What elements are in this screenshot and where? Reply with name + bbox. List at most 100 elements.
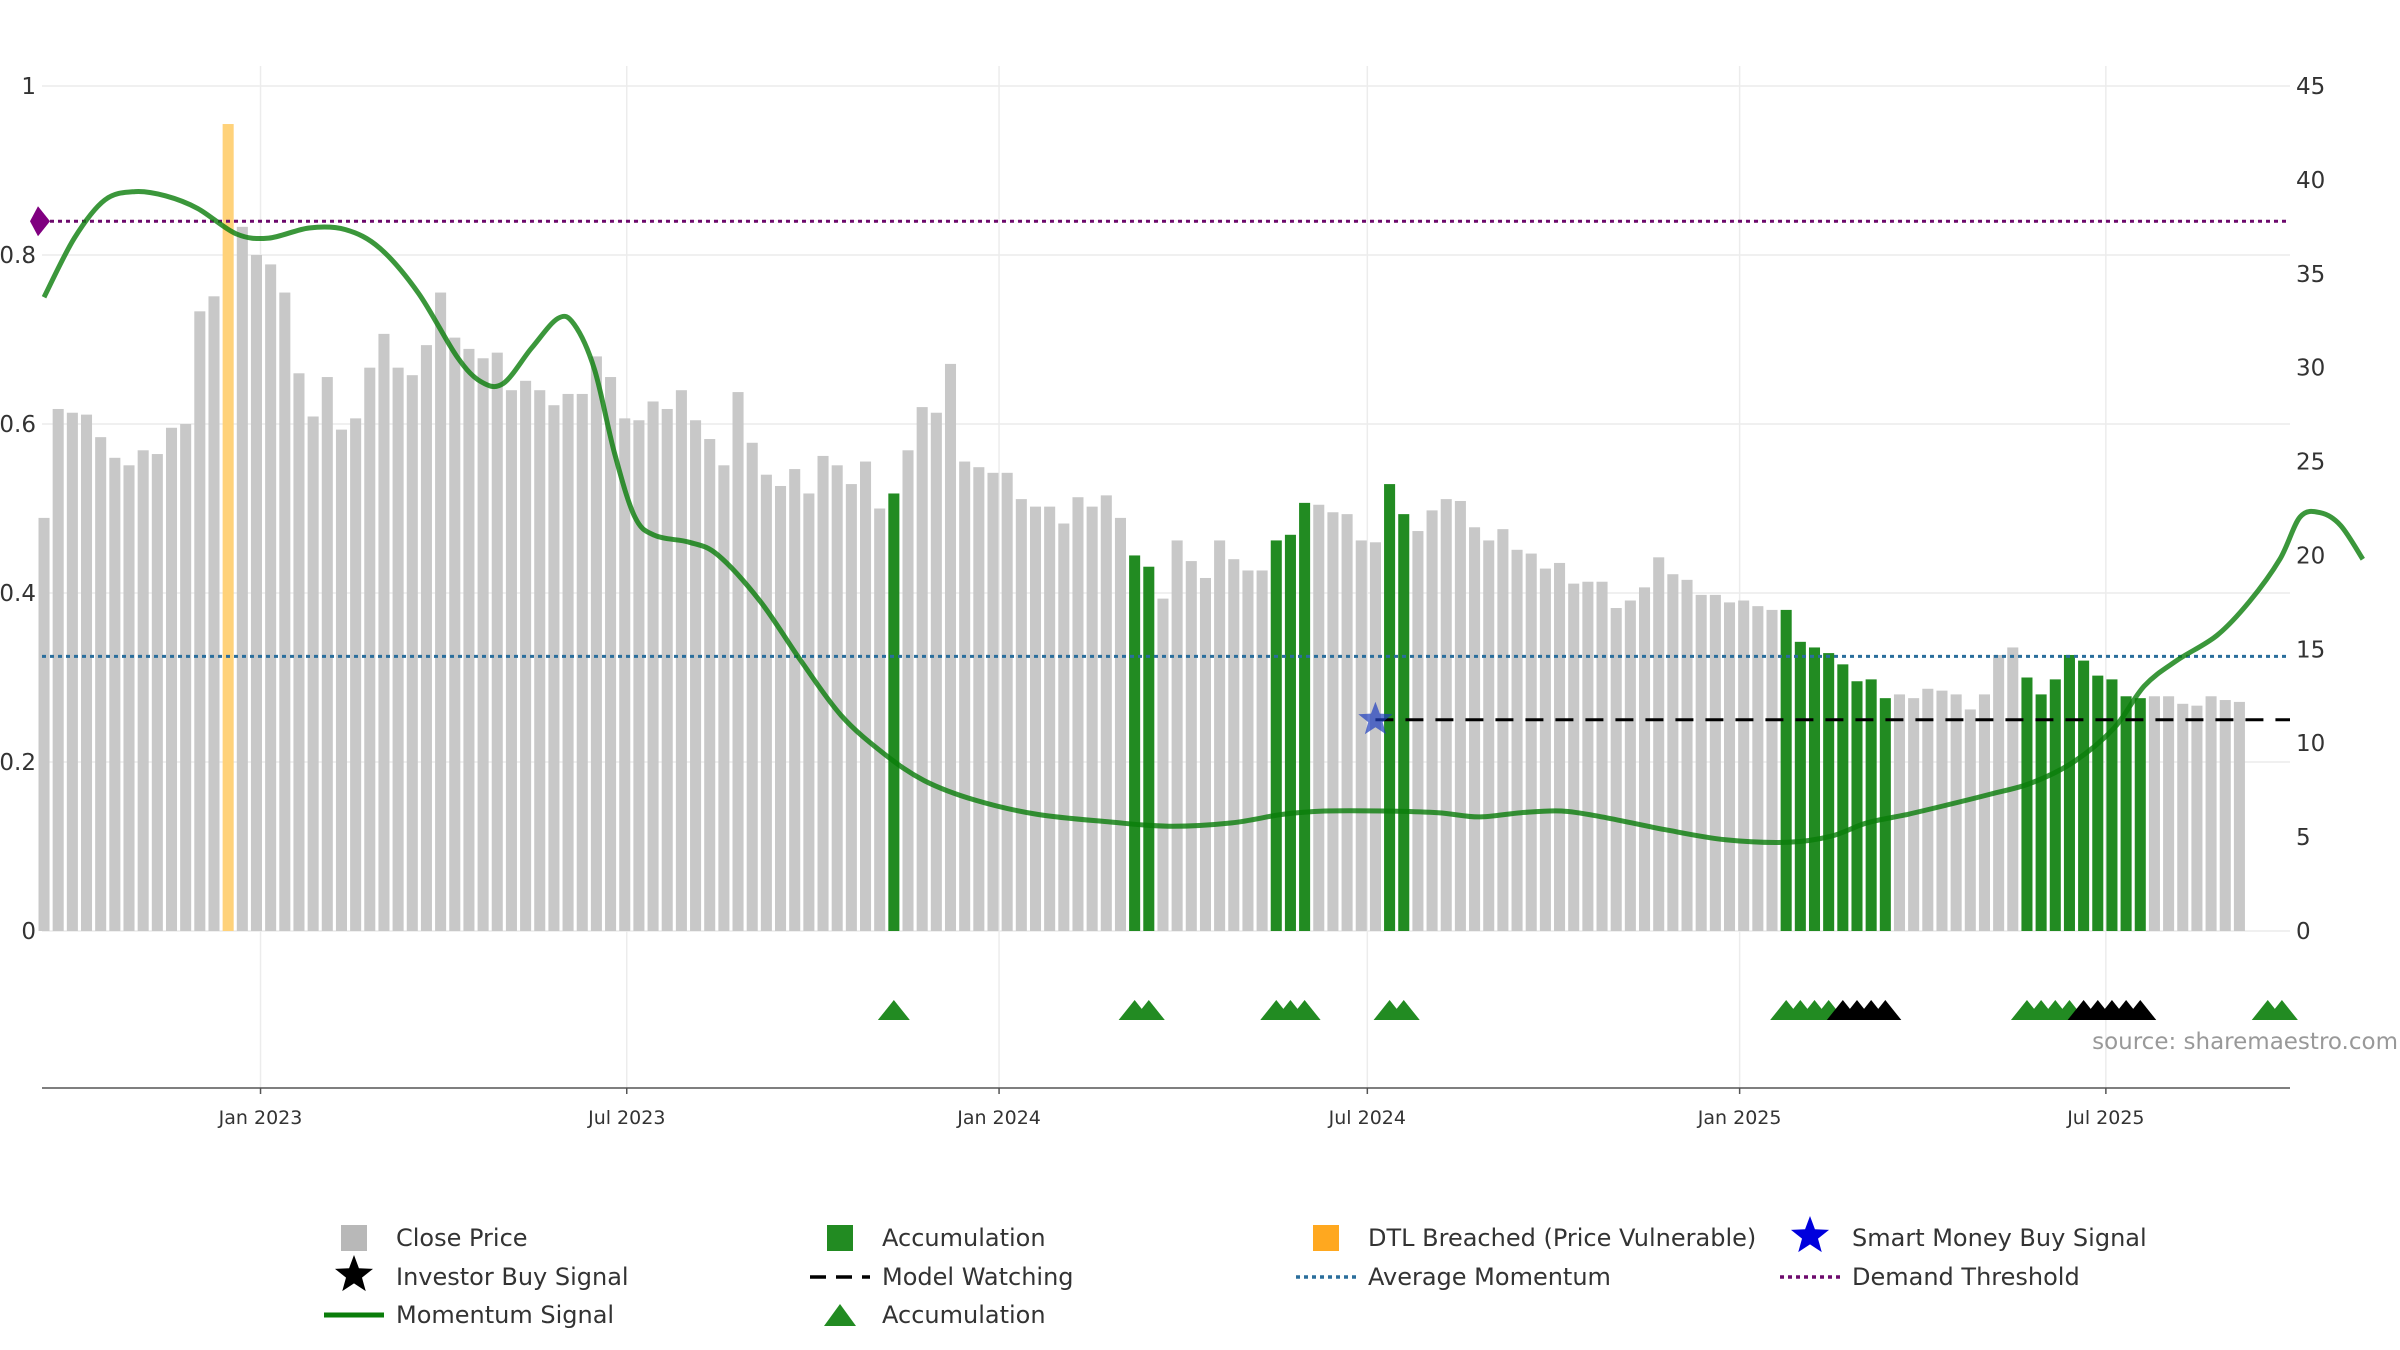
accumulation-bar (2049, 679, 2061, 931)
right-axis-label: 5 (2296, 825, 2311, 851)
x-axis-label: Jan 2024 (956, 1107, 1041, 1129)
close-price-bar (307, 416, 319, 931)
right-axis-label: 45 (2296, 74, 2325, 100)
investor-buy-marker (2124, 1000, 2157, 1020)
close-price-bar (760, 474, 772, 931)
x-axis-label: Jan 2025 (1697, 1107, 1782, 1129)
close-price-bar (1001, 472, 1013, 931)
close-price-bar (647, 401, 659, 931)
accumulation-bar (2134, 698, 2146, 931)
close-price-bar (279, 292, 291, 931)
close-price-bar (293, 373, 305, 931)
legend-label: Smart Money Buy Signal (1852, 1224, 2147, 1252)
left-axis-label: 1 (21, 74, 36, 100)
accumulation-bar (1837, 664, 1849, 931)
momentum-signal-line (41, 188, 2365, 845)
close-price-bar (1639, 587, 1651, 931)
accumulation-bar (2021, 677, 2033, 931)
accumulation-bar (1299, 502, 1311, 931)
close-price-bar (746, 442, 758, 931)
close-price-bar (534, 390, 546, 931)
accumulation-bar (2035, 694, 2047, 931)
right-axis-label: 10 (2296, 731, 2325, 757)
close-price-bar (1766, 609, 1778, 931)
close-price-bar (973, 467, 985, 931)
close-price-bar (619, 418, 631, 931)
close-price-bar (420, 345, 432, 932)
close-price-bar (1695, 594, 1707, 931)
close-price-bar (95, 437, 107, 931)
close-price-bar (491, 352, 503, 932)
close-price-bar (1667, 574, 1679, 931)
close-price-bar (1709, 594, 1721, 931)
close-price-bar (1964, 709, 1976, 931)
close-price-bar (916, 407, 928, 932)
close-price-bar (236, 226, 248, 932)
close-price-bar (605, 377, 617, 931)
close-price-bar (1511, 549, 1523, 931)
right-axis-label: 15 (2296, 637, 2325, 663)
accumulation-bar (2106, 679, 2118, 931)
close-price-bar (449, 337, 461, 932)
close-price-bar (80, 414, 93, 932)
close-price-bar (2233, 701, 2245, 931)
close-price-bar (874, 508, 886, 931)
close-price-bar (1157, 598, 1169, 931)
left-axis-label: 0.6 (0, 412, 36, 438)
accumulation-bar (1129, 555, 1141, 931)
close-price-bar (1469, 527, 1481, 931)
accumulation-bar (1865, 679, 1877, 931)
right-axis-label: 25 (2296, 450, 2325, 476)
close-price-bar (265, 264, 277, 931)
accumulation-marker (877, 1000, 910, 1020)
close-price-bar (959, 461, 971, 931)
close-price-bar (1426, 510, 1438, 931)
right-axis-label: 35 (2296, 262, 2325, 288)
close-price-bar (1114, 517, 1126, 931)
close-price-bar (661, 408, 673, 931)
close-price-bar (1412, 531, 1424, 931)
close-price-bar (1483, 540, 1495, 931)
close-price-bar (1624, 600, 1636, 931)
close-price-bar (123, 465, 135, 931)
close-price-bar (137, 450, 149, 931)
close-price-bar (1313, 504, 1325, 931)
close-price-bar (1341, 514, 1353, 931)
close-price-bar (1214, 540, 1226, 931)
close-price-bar (1582, 581, 1594, 931)
close-price-bar (548, 405, 560, 931)
close-price-bar (1539, 568, 1551, 931)
close-price-bar (208, 296, 220, 931)
close-price-bar (1369, 542, 1381, 931)
close-price-bar (2219, 700, 2231, 931)
close-price-bar (1525, 553, 1537, 931)
accumulation-marker (1387, 1000, 1420, 1020)
investor-buy-marker (1869, 1000, 1902, 1020)
x-axis-label: Jul 2024 (1328, 1107, 1406, 1129)
source-note: source: sharemaestro.com (2092, 1029, 2398, 1055)
close-price-bar (1199, 577, 1211, 931)
close-price-bar (1893, 694, 1906, 931)
accumulation-bar (1794, 641, 1806, 931)
demand-threshold-diamond (30, 206, 50, 237)
close-price-bar (151, 454, 163, 931)
signal-markers (877, 701, 2298, 1020)
close-price-bar (1440, 499, 1452, 931)
close-price-bar (1100, 495, 1112, 931)
legend-close-price-swatch (341, 1225, 367, 1251)
accumulation-bar (2063, 654, 2075, 931)
close-price-bar (2163, 696, 2175, 931)
signal-lines (30, 188, 2365, 845)
close-price-bar (1242, 570, 1254, 931)
left-axis-label: 0.8 (0, 243, 36, 269)
legend-label: Demand Threshold (1852, 1263, 2080, 1291)
price-bars (38, 124, 2245, 932)
legend-accumulation-triangle (824, 1304, 856, 1326)
close-price-bar (845, 484, 857, 931)
close-price-bar (1738, 600, 1750, 931)
accumulation-bar (1780, 609, 1792, 931)
accumulation-bar (888, 493, 900, 931)
close-price-bar (860, 461, 872, 931)
right-axis-label: 30 (2296, 356, 2325, 382)
close-price-bar (1185, 561, 1197, 931)
